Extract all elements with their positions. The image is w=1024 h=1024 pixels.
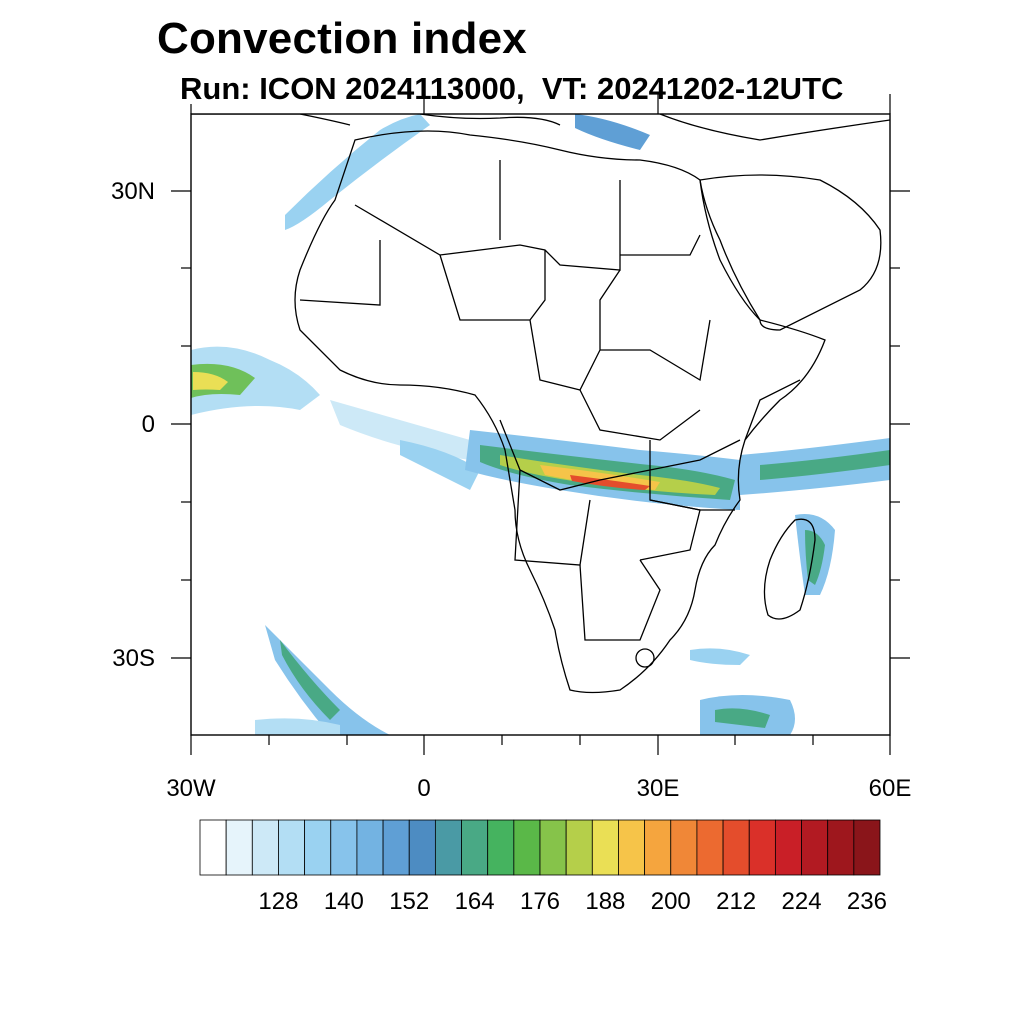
convection-field xyxy=(191,114,890,735)
colorbar-swatch xyxy=(644,819,672,876)
colorbar-swatch xyxy=(304,819,332,876)
colorbar-swatch xyxy=(827,819,855,876)
colorbar-label: 236 xyxy=(846,888,887,915)
colorbar-swatch xyxy=(748,819,776,876)
colorbar-swatch xyxy=(853,819,881,876)
colorbar-swatch xyxy=(513,819,541,876)
colorbar-swatch xyxy=(487,819,515,876)
colorbar-swatch xyxy=(356,819,384,876)
colorbar xyxy=(199,819,881,876)
lon-label-30e: 30E xyxy=(636,775,680,802)
colorbar-swatch xyxy=(330,819,358,876)
colorbar-label: 128 xyxy=(258,888,299,915)
colorbar-swatch xyxy=(565,819,593,876)
axis-ticks xyxy=(171,94,910,755)
colorbar-swatch xyxy=(591,819,619,876)
colorbar-label: 200 xyxy=(650,888,691,915)
colorbar-label: 188 xyxy=(585,888,626,915)
colorbar-swatch xyxy=(539,819,567,876)
lon-label-60e: 60E xyxy=(868,775,912,802)
chart-title: Convection index xyxy=(157,14,527,63)
colorbar-swatch xyxy=(382,819,410,876)
colorbar-label: 140 xyxy=(323,888,364,915)
colorbar-swatch xyxy=(434,819,462,876)
colorbar-swatch xyxy=(408,819,436,876)
colorbar-label: 152 xyxy=(389,888,430,915)
lat-label-0: 0 xyxy=(141,411,155,438)
colorbar-label: 224 xyxy=(781,888,822,915)
colorbar-swatch xyxy=(225,819,253,876)
colorbar-swatch xyxy=(618,819,646,876)
lon-label-30w: 30W xyxy=(166,775,216,802)
lon-label-0: 0 xyxy=(417,775,431,802)
colorbar-swatch xyxy=(251,819,279,876)
colorbar-swatch xyxy=(774,819,802,876)
colorbar-swatch xyxy=(801,819,829,876)
colorbar-swatch xyxy=(278,819,306,876)
lat-label-30s: 30S xyxy=(112,645,155,672)
colorbar-label: 212 xyxy=(716,888,757,915)
colorbar-swatch xyxy=(461,819,489,876)
lat-label-30n: 30N xyxy=(110,178,155,205)
colorbar-swatch xyxy=(199,819,227,876)
colorbar-swatch xyxy=(696,819,724,876)
colorbar-swatch xyxy=(670,819,698,876)
chart-subtitle: Run: ICON 2024113000, VT: 20241202-12UTC xyxy=(180,71,844,106)
colorbar-label: 164 xyxy=(454,888,495,915)
colorbar-label: 176 xyxy=(519,888,561,915)
coastlines xyxy=(191,114,890,694)
colorbar-swatch xyxy=(722,819,750,876)
